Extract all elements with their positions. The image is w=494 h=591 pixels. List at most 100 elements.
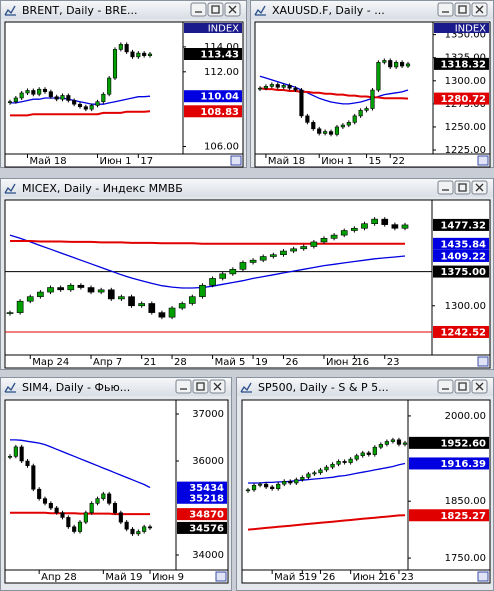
- plot-area: [241, 399, 409, 571]
- price-label: 1242.52: [440, 327, 486, 338]
- x-tick-label: 17: [140, 156, 153, 167]
- window-button-min[interactable]: [437, 180, 454, 195]
- candle: [251, 484, 257, 491]
- window-icon: [254, 5, 266, 16]
- candle: [87, 287, 95, 293]
- candle: [378, 444, 383, 448]
- price-label: 1435.84: [440, 239, 486, 250]
- window-button-glyph: [196, 382, 205, 391]
- candle: [320, 237, 328, 243]
- candle: [361, 223, 368, 229]
- x-tick-label: Июн 1: [321, 156, 353, 167]
- candle: [158, 312, 166, 318]
- window-button-max[interactable]: [192, 379, 209, 394]
- window-button-max[interactable]: [207, 2, 224, 17]
- candle: [7, 101, 13, 103]
- candle: [281, 85, 286, 88]
- scroll-icon: [215, 571, 227, 582]
- candle: [19, 92, 24, 99]
- candle: [48, 503, 53, 509]
- price-axis: [407, 399, 491, 571]
- candle: [306, 473, 311, 478]
- candle: [280, 250, 287, 256]
- candle: [37, 88, 42, 95]
- y-tick-label: 1750.00: [445, 553, 486, 564]
- window-button-min[interactable]: [437, 379, 454, 394]
- index-badge: [434, 23, 489, 33]
- y-tick-label: 112.00: [204, 67, 239, 78]
- y-tick-label: 1350.00: [445, 30, 486, 41]
- candle: [136, 531, 141, 535]
- candle: [348, 458, 353, 463]
- candle: [346, 122, 351, 126]
- candle: [107, 493, 112, 504]
- price-label-box: [177, 491, 227, 504]
- window-button-max[interactable]: [454, 2, 471, 17]
- time-axis: [4, 569, 229, 584]
- candle: [323, 131, 328, 134]
- candle: [290, 248, 297, 252]
- window-button-glyph: [475, 183, 484, 192]
- plot-area: [254, 21, 434, 155]
- candle: [112, 503, 118, 514]
- x-tick-label: 22: [392, 156, 405, 167]
- candle: [402, 442, 408, 445]
- price-label: 113.43: [200, 50, 239, 61]
- candle: [101, 93, 106, 102]
- y-tick-label: 106.00: [204, 142, 239, 153]
- price-label-box: [434, 92, 489, 105]
- price-label: 1375.00: [440, 267, 486, 278]
- candle: [54, 507, 59, 514]
- x-tick-label: Июн 1: [100, 156, 132, 167]
- moving-average: [10, 511, 150, 516]
- x-tick-label: Май 19: [105, 572, 142, 583]
- moving-average: [10, 95, 151, 105]
- candle: [400, 62, 405, 67]
- window-button-max[interactable]: [454, 379, 471, 394]
- candle: [37, 291, 44, 297]
- window-button-min[interactable]: [437, 2, 454, 17]
- candle: [60, 95, 65, 100]
- candle: [390, 439, 396, 442]
- candle: [124, 521, 129, 530]
- candle: [376, 62, 381, 91]
- candle: [270, 486, 275, 489]
- index-label: INDEX: [455, 24, 486, 35]
- candle: [264, 483, 269, 488]
- candle: [112, 49, 118, 79]
- price-label-box: [434, 57, 489, 70]
- candle: [130, 51, 135, 58]
- y-tick-label: 1250.00: [445, 122, 486, 133]
- time-axis: [4, 153, 244, 168]
- moving-average: [247, 514, 406, 531]
- window-button-min[interactable]: [190, 2, 207, 17]
- candle: [358, 110, 363, 117]
- candle: [188, 296, 196, 304]
- x-tick-label: Июн 2: [326, 357, 358, 368]
- window-button-glyph: [458, 382, 467, 391]
- window-button-min[interactable]: [175, 379, 192, 394]
- window-button-glyph: [213, 382, 222, 391]
- window-button-max[interactable]: [454, 180, 471, 195]
- x-tick-label: 16: [383, 572, 396, 583]
- window-title: BRENT, Daily - BRE...: [22, 4, 138, 17]
- candle: [366, 452, 371, 455]
- window-title: MICEX, Daily - Индекс ММВБ: [22, 182, 183, 195]
- window-icon: [240, 382, 252, 393]
- price-label-box: [409, 457, 489, 470]
- candle: [26, 296, 34, 302]
- candle: [95, 101, 100, 106]
- candle: [263, 86, 268, 89]
- candle: [147, 53, 153, 56]
- candle: [48, 91, 53, 98]
- price-label-box: [433, 265, 489, 278]
- candle: [245, 489, 251, 492]
- y-tick-label: 2000.00: [445, 411, 486, 422]
- price-label-box: [433, 218, 489, 231]
- x-tick-label: 16: [356, 357, 369, 368]
- candle: [19, 446, 24, 462]
- candle: [354, 455, 359, 460]
- y-tick-label: 1300.00: [445, 76, 486, 87]
- candle: [293, 87, 298, 91]
- candle: [138, 303, 146, 307]
